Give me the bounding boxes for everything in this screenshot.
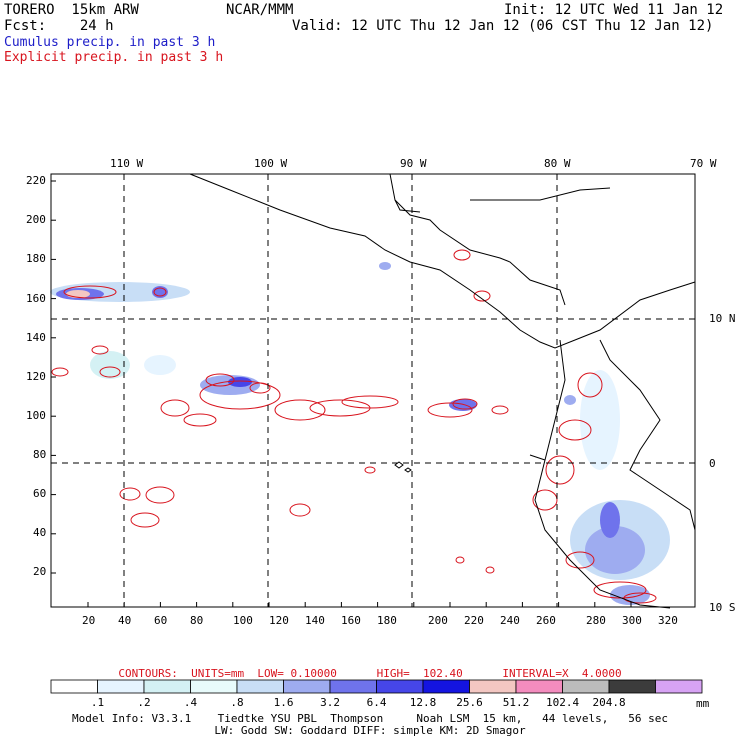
- color-bar-label: 25.6: [456, 696, 483, 709]
- lon-label-70w: 70 W: [690, 157, 717, 170]
- lat-label-0: 0: [709, 457, 716, 470]
- x-tick-label: 160: [341, 614, 361, 627]
- color-bar-swatch: [422, 679, 470, 694]
- y-tick-label: 180: [26, 252, 46, 265]
- lat-label-10s: 10 S: [709, 601, 736, 614]
- y-tick-label: 160: [26, 292, 46, 305]
- color-bar-label: 1.6: [273, 696, 294, 709]
- field-explicit-label: Explicit precip. in past 3 h: [4, 50, 224, 65]
- explicit-precip-contours: [51, 249, 657, 604]
- forecast-hour: Fcst: 24 h: [4, 18, 114, 34]
- y-tick-label: 220: [26, 174, 46, 187]
- y-tick-label: 40: [33, 526, 47, 539]
- map-frame: [50, 173, 696, 608]
- init-time: Init: 12 UTC Wed 11 Jan 12: [504, 2, 724, 18]
- color-bar-swatch: [655, 679, 703, 694]
- x-tick-label: 280: [586, 614, 606, 627]
- color-bar-unit: mm: [696, 697, 710, 710]
- cumulus-precip-shading: [50, 262, 670, 605]
- x-tick-label: 240: [500, 614, 520, 627]
- color-bar-swatch: [190, 679, 238, 694]
- color-bar-swatch: [236, 679, 284, 694]
- color-bar-label: 6.4: [366, 696, 387, 709]
- lon-label-90w: 90 W: [400, 157, 427, 170]
- field-cumulus-label: Cumulus precip. in past 3 h: [4, 35, 216, 50]
- y-tick-marks: [51, 180, 56, 574]
- y-tick-label: 60: [33, 487, 47, 500]
- x-tick-label: 320: [658, 614, 678, 627]
- valid-time: Valid: 12 UTC Thu 12 Jan 12 (06 CST Thu …: [292, 18, 714, 34]
- color-bar-swatch: [97, 679, 145, 694]
- color-bar-label: .4: [183, 696, 198, 709]
- x-tick-marks: [87, 602, 632, 607]
- color-bar-swatch: [469, 679, 517, 694]
- lon-label-80w: 80 W: [544, 157, 571, 170]
- center-label: NCAR/MMM: [226, 2, 294, 18]
- x-tick-label: 100: [233, 614, 253, 627]
- x-tick-label: 200: [428, 614, 448, 627]
- color-bar-label: 3.2: [320, 696, 340, 709]
- color-bar-label: .1: [90, 696, 105, 709]
- y-tick-label: 200: [26, 213, 46, 226]
- color-bar-label: 12.8: [409, 696, 437, 709]
- color-bar-swatch: [283, 679, 331, 694]
- contour-info: CONTOURS: UNITS=mm LOW= 0.10000 HIGH= 10…: [118, 667, 622, 680]
- y-tick-label: 120: [26, 370, 46, 383]
- x-tick-label: 80: [190, 614, 204, 627]
- color-bar-swatch: [515, 679, 563, 694]
- x-tick-label: 220: [464, 614, 484, 627]
- x-tick-label: 140: [305, 614, 325, 627]
- color-bar-swatch: [143, 679, 191, 694]
- color-bar-swatch: [608, 679, 656, 694]
- x-tick-label: 300: [622, 614, 642, 627]
- x-tick-label: 260: [536, 614, 556, 627]
- x-tick-label: 60: [154, 614, 168, 627]
- y-tick-label: 140: [26, 331, 46, 344]
- y-tick-label: 100: [26, 409, 46, 422]
- coastlines: [189, 173, 696, 609]
- color-bar-label: .2: [137, 696, 151, 709]
- x-tick-label: 180: [377, 614, 397, 627]
- lat-label-10n: 10 N: [709, 312, 736, 325]
- graticule: [51, 174, 695, 607]
- y-tick-label: 20: [33, 565, 47, 578]
- model-title: TORERO 15km ARW: [4, 2, 139, 18]
- color-bar-label: 51.2: [502, 696, 530, 709]
- x-tick-label: 120: [269, 614, 289, 627]
- y-tick-label: 80: [33, 448, 47, 461]
- color-bar-swatch: [376, 679, 424, 694]
- x-tick-label: 40: [118, 614, 132, 627]
- color-bar-swatch: [562, 679, 610, 694]
- color-bar-swatch: [50, 679, 98, 694]
- lon-label-110w: 110 W: [110, 157, 144, 170]
- model-info: Model Info: V3.3.1 Tiedtke YSU PBL Thomp…: [71, 712, 669, 725]
- physics-info: LW: Godd SW: Goddard DIFF: simple KM: 2D…: [214, 724, 526, 737]
- color-bar-label: 102.4: [546, 696, 580, 709]
- color-bar-label: .8: [230, 696, 244, 709]
- x-tick-label: 20: [82, 614, 96, 627]
- lon-label-100w: 100 W: [254, 157, 288, 170]
- color-bar-swatch: [329, 679, 377, 694]
- color-bar-label: 204.8: [592, 696, 626, 709]
